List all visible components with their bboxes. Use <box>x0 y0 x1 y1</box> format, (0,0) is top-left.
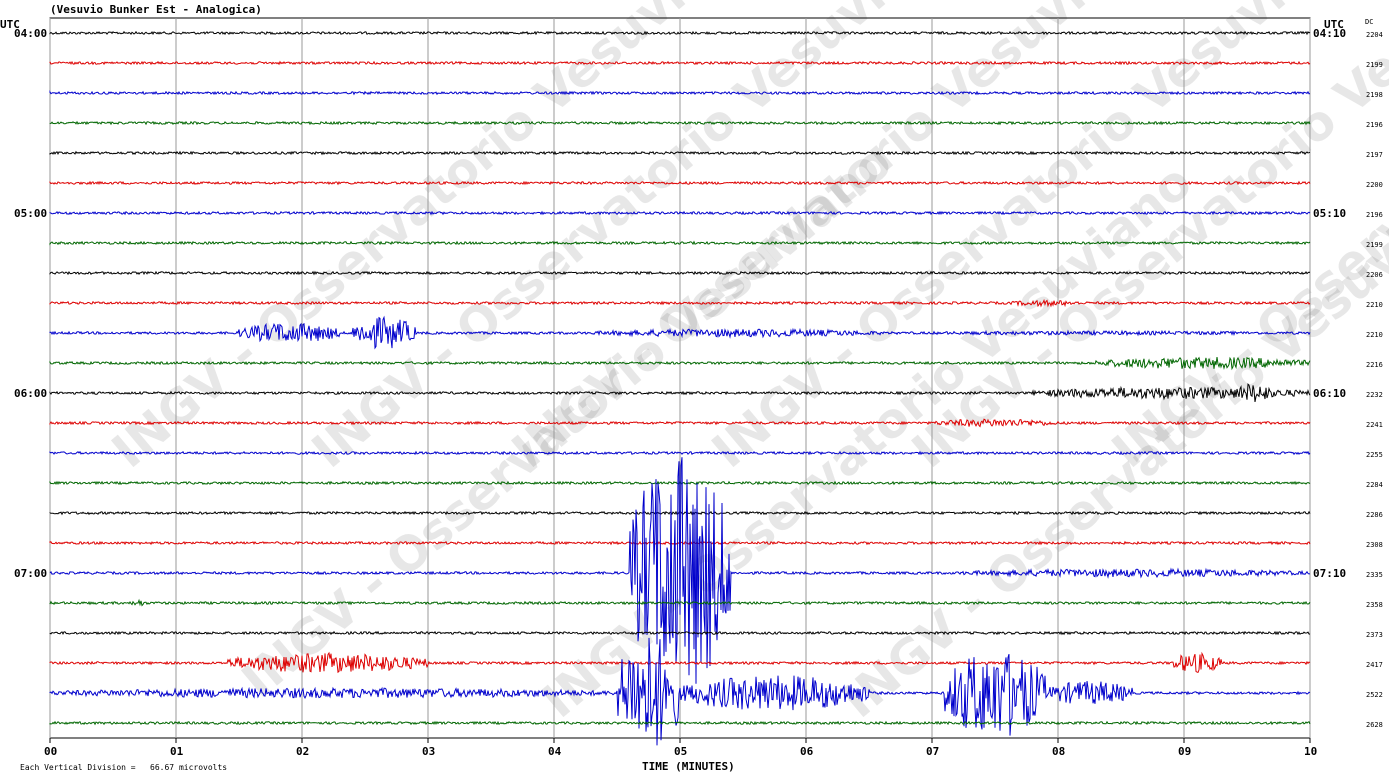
dc-value-label: 2206 <box>1366 271 1383 279</box>
x-tick-label: 07 <box>926 745 939 758</box>
seismic-trace <box>49 598 1311 607</box>
station-title: (Vesuvio Bunker Est - Analogica) <box>50 3 262 16</box>
seismic-trace <box>49 120 1311 126</box>
seismic-trace <box>49 637 1311 746</box>
seismic-trace <box>49 60 1311 66</box>
seismic-trace <box>49 418 1311 428</box>
seismic-trace <box>49 383 1311 402</box>
time-label-right: 06:10 <box>1313 387 1346 400</box>
label-layer: (Vesuvio Bunker Est - Analogica) UTC UTC… <box>0 3 1383 773</box>
dc-value-label: 2216 <box>1366 361 1383 369</box>
time-label-left: 05:00 <box>14 207 47 220</box>
seismic-trace <box>49 210 1311 216</box>
x-tick-label: 02 <box>296 745 309 758</box>
x-tick-label: 01 <box>170 745 184 758</box>
x-tick-label: 10 <box>1304 745 1317 758</box>
x-tick-label: 03 <box>422 745 435 758</box>
seismic-trace <box>49 240 1311 246</box>
scale-note: Each Vertical Division = 66.67 microvolt… <box>20 763 227 772</box>
dc-value-label: 2197 <box>1366 151 1383 159</box>
x-tick-label: 00 <box>44 745 57 758</box>
seismic-trace <box>49 298 1311 308</box>
dc-value-label: 2232 <box>1366 391 1383 399</box>
dc-value-label: 2196 <box>1366 121 1383 129</box>
time-label-left: 04:00 <box>14 27 47 40</box>
x-tick-label: 05 <box>674 745 687 758</box>
time-label-left: 06:00 <box>14 387 47 400</box>
utc-label-right: UTC <box>1324 18 1344 31</box>
dc-label: DC <box>1365 18 1373 26</box>
dc-value-label: 2335 <box>1366 571 1383 579</box>
time-label-right: 05:10 <box>1313 207 1346 220</box>
dc-value-label: 2286 <box>1366 511 1383 519</box>
dc-value-label: 2358 <box>1366 601 1383 609</box>
dc-value-label: 2241 <box>1366 421 1383 429</box>
seismic-trace <box>49 720 1311 726</box>
seismic-trace <box>49 315 1311 350</box>
dc-value-label: 2308 <box>1366 541 1383 549</box>
dc-value-label: 2628 <box>1366 721 1383 729</box>
dc-value-label: 2199 <box>1366 61 1383 69</box>
time-label-left: 07:00 <box>14 567 47 580</box>
x-axis-title: TIME (MINUTES) <box>642 760 735 773</box>
dc-value-label: 2198 <box>1366 91 1383 99</box>
utc-label-left: UTC <box>0 18 20 31</box>
seismic-trace <box>49 150 1311 156</box>
x-tick-label: 04 <box>548 745 562 758</box>
seismic-trace <box>49 651 1311 674</box>
grid: 00 01 02 03 04 05 06 07 08 09 10 <box>44 17 1317 758</box>
dc-value-label: 2200 <box>1366 181 1383 189</box>
dc-value-label: 2204 <box>1366 31 1383 39</box>
x-tick-label: 09 <box>1178 745 1191 758</box>
dc-value-label: 2199 <box>1366 241 1383 249</box>
watermark-text: INGV - Osservatorio Vesuviano <box>102 0 773 479</box>
seismic-trace <box>49 457 1311 684</box>
time-label-right: 04:10 <box>1313 27 1346 40</box>
dc-value-label: 2373 <box>1366 631 1383 639</box>
x-tick-label: 08 <box>1052 745 1065 758</box>
dc-value-label: 2210 <box>1366 301 1383 309</box>
dc-value-label: 2284 <box>1366 481 1383 489</box>
seismic-trace <box>49 630 1311 636</box>
dc-value-label: 2417 <box>1366 661 1383 669</box>
dc-value-label: 2522 <box>1366 691 1383 699</box>
dc-value-label: 2196 <box>1366 211 1383 219</box>
dc-value-label: 2210 <box>1366 331 1383 339</box>
seismic-trace <box>49 450 1311 456</box>
watermark-text: INGV - Osservatorio Vesuviano <box>532 154 1203 730</box>
trace-layer <box>49 30 1311 746</box>
time-label-right: 07:10 <box>1313 567 1346 580</box>
seismic-trace <box>49 180 1311 186</box>
dc-value-label: 2255 <box>1366 451 1383 459</box>
seismic-trace <box>49 270 1311 276</box>
x-tick-label: 06 <box>800 745 814 758</box>
seismic-trace <box>49 356 1311 371</box>
seismic-trace <box>49 30 1311 36</box>
seismic-trace <box>49 89 1311 96</box>
